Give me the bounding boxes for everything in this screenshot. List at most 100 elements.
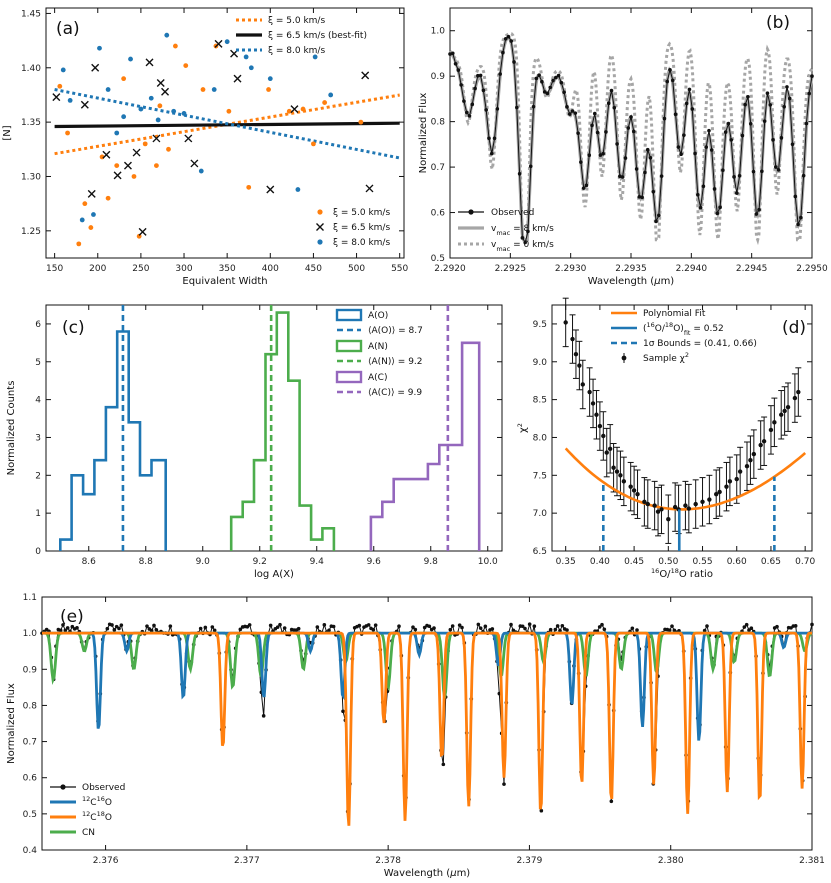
x-tick-label: 350	[219, 264, 236, 274]
observed-point	[715, 211, 720, 216]
observed-point	[470, 102, 475, 107]
sample-point	[672, 504, 678, 510]
legend-label: A(N)	[368, 342, 388, 352]
observed-point	[366, 623, 371, 627]
legend-label: 1σ Bounds = (0.41, 0.66)	[643, 339, 757, 349]
sample-point	[655, 509, 661, 514]
observed-point	[643, 170, 647, 175]
scatter-point	[157, 103, 163, 109]
observed-point	[620, 175, 625, 179]
sample-point	[724, 484, 729, 489]
observed-point	[411, 625, 415, 630]
observed-point	[598, 153, 603, 157]
observed-point	[654, 219, 658, 224]
observed-point	[63, 628, 68, 633]
observed-point	[593, 111, 597, 116]
observed-point	[559, 80, 564, 85]
sample-point	[628, 484, 633, 489]
scatter-point	[114, 163, 120, 169]
observed-point	[597, 625, 602, 629]
y-tick-label: 0.9	[431, 72, 446, 82]
observed-point	[520, 236, 525, 240]
observed-point	[282, 626, 287, 630]
observed-point	[609, 799, 614, 804]
legend-label: ⟨A(O)⟩ = 8.7	[368, 326, 423, 336]
scatter-point	[121, 114, 127, 120]
observed-point	[112, 628, 117, 632]
scatter-point-x	[102, 150, 111, 159]
observed-point	[612, 105, 617, 110]
sample-point	[580, 382, 585, 387]
legend-marker-x	[316, 223, 324, 231]
observed-point	[768, 103, 773, 107]
scatter-point-x	[138, 227, 147, 236]
legend-label: Observed	[82, 783, 125, 793]
observed-point	[787, 96, 792, 101]
x-tick-label: 0.70	[795, 557, 815, 567]
x-tick-label: 550	[391, 264, 408, 274]
y-tick-label: 0.7	[23, 738, 37, 748]
observed-point	[696, 192, 700, 197]
observed-point	[203, 625, 208, 630]
observed-point	[796, 222, 800, 227]
observed-point	[679, 152, 683, 157]
observed-point	[726, 121, 731, 126]
x-tick-label: 500	[348, 264, 365, 274]
sample-point	[570, 336, 575, 342]
x-axis-label: 16O/18O ratio	[651, 567, 713, 580]
observed-point	[296, 626, 301, 631]
observed-point	[623, 156, 628, 160]
scatter-point-x	[52, 93, 61, 102]
observed-point	[634, 167, 639, 171]
legend-label: ξ = 8.0 km/s	[333, 238, 390, 248]
y-axis-label: χ2	[516, 423, 529, 433]
observed-point	[168, 624, 173, 628]
scatter-point-x	[184, 134, 193, 143]
y-tick-label: 0.8	[431, 118, 446, 128]
observed-point	[65, 626, 70, 630]
sample-point	[737, 469, 743, 474]
observed-point	[746, 94, 750, 99]
observed-point	[512, 60, 516, 64]
x-tick-label: 300	[175, 264, 192, 274]
histogram-A(N)	[229, 311, 336, 551]
observed-point	[478, 73, 483, 78]
observed-point	[576, 131, 580, 135]
observed-point	[804, 121, 809, 126]
sample-point	[604, 450, 609, 455]
legend-label: ξ = 8.0 km/s	[268, 46, 325, 56]
observed-point	[718, 205, 722, 210]
observed-point	[560, 623, 565, 628]
x-tick-label: 0.45	[624, 557, 644, 567]
y-axis-label: [N]	[2, 125, 13, 140]
legend-label: 12C18O	[82, 810, 112, 823]
observed-point	[743, 102, 747, 107]
plot-frame	[45, 7, 405, 259]
observed-point	[602, 627, 607, 632]
x-tick-label: 0.60	[727, 557, 747, 567]
scatter-point-x	[190, 159, 199, 168]
y-tick-label: 6.5	[533, 547, 547, 557]
scatter-point	[154, 163, 159, 169]
observed-point	[799, 215, 803, 220]
plot-frame	[41, 596, 813, 851]
observed-point	[397, 624, 401, 629]
observed-point	[771, 138, 775, 142]
histogram-A(O)	[59, 330, 167, 551]
observed-point	[635, 628, 639, 632]
scatter-point	[128, 56, 133, 62]
sample-point	[693, 501, 698, 507]
y-tick-label: 1	[35, 509, 41, 519]
legend-label: Observed	[491, 208, 534, 218]
observed-point	[701, 184, 706, 189]
y-axis-label: Normalized Flux	[418, 93, 429, 174]
scatter-point-x	[365, 184, 374, 193]
observed-point	[659, 174, 664, 178]
scatter-point	[114, 130, 120, 136]
panel-label: (d)	[782, 318, 806, 338]
x-tick-label: 9.4	[310, 557, 325, 567]
legend-marker	[317, 209, 323, 215]
sample-point	[758, 442, 763, 448]
observed-point	[754, 212, 759, 216]
sample-point	[631, 488, 637, 493]
